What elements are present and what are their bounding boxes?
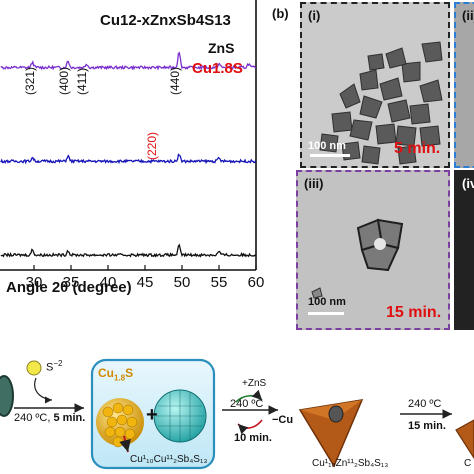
peak-label-red: (220) — [145, 132, 159, 160]
box-cu18s-label: Cu1.8S — [98, 366, 134, 383]
peak-label: (400) — [57, 67, 71, 95]
tetrahedron-product-icon — [298, 399, 364, 468]
reaction-vessel-icon — [0, 375, 14, 417]
step2-time: 10 min. — [234, 432, 272, 444]
tem-image-ii: (ii) — [454, 2, 474, 168]
tem-label-iv: (iv) — [462, 176, 474, 191]
nanoparticle-trimer — [298, 172, 448, 328]
peak-label: (411) — [75, 68, 89, 95]
final-product-cut-label: C — [464, 458, 472, 469]
sulfide-ion-icon — [26, 360, 42, 376]
time-label-i: 5 min. — [394, 140, 441, 157]
panel-b-label: (b) — [272, 6, 289, 21]
final-product-icon — [455, 419, 474, 460]
peak-label: (321) — [23, 67, 37, 95]
x-tick-label: 35 — [63, 274, 80, 291]
product2-formula: Cu¹₁₀Zn¹¹₂Sb₄S₁₃ — [312, 458, 389, 469]
step3-temp: 240 ºC — [408, 398, 442, 410]
step3-time: 15 min. — [408, 420, 446, 432]
scale-bar-iii — [308, 312, 344, 315]
tem-image-iii: (iii) 100 nm 15 min. — [296, 170, 450, 330]
x-tick-label: 50 — [174, 274, 191, 291]
scale-bar-i — [310, 154, 350, 157]
nanoparticle-cluster — [302, 4, 448, 166]
scale-text-i: 100 nm — [308, 140, 346, 152]
step2-temp: 240 ºC — [230, 398, 264, 410]
x-tick-label: 60 — [248, 274, 265, 291]
tem-label-iii: (iii) — [304, 176, 324, 191]
plus-sign: + — [146, 404, 158, 426]
reaction-scheme — [0, 358, 474, 470]
x-tick-label: 45 — [137, 274, 154, 291]
tem-label-i: (i) — [308, 8, 321, 23]
xrd-chart: (321) (400) (411) (440) (220) 30 35 40 45 50 55 60 — [0, 0, 265, 291]
sulfide-label: S−2 — [46, 359, 63, 374]
tem-image-i: (i) 100 nm 5 min. — [300, 2, 450, 168]
xrd-series-line-2 — [0, 153, 257, 165]
legend-phase-label: Cu12-xZnxSb4S13 — [100, 12, 231, 29]
step1-conditions: 240 ºC, 5 min. — [14, 412, 86, 424]
x-tick-label: 30 — [26, 274, 43, 291]
x-tick-label: 55 — [211, 274, 228, 291]
step2-top-label: +ZnS — [242, 378, 267, 389]
product1-formula: Cu¹₁₀Cu¹¹₂Sb₄S₁₃ — [130, 454, 208, 465]
legend-zns-label: ZnS — [208, 40, 235, 56]
step2-bottom-label: −Cu — [272, 414, 294, 426]
legend-cu18s-label: Cu1.8S — [192, 60, 243, 77]
xrd-series-line-3 — [0, 243, 256, 258]
x-axis-label: Angle 2θ (degree) — [6, 279, 132, 296]
xrd-series-line-1 — [0, 51, 257, 71]
scale-text-iii: 100 nm — [308, 296, 346, 308]
tem-label-ii: (ii) — [462, 8, 474, 23]
cu18s-nanoparticle-icon — [96, 398, 144, 453]
tetrahedrite-nanoparticle-icon — [153, 389, 207, 443]
x-tick-label: 40 — [100, 274, 117, 291]
tem-image-iv: (iv) — [454, 170, 474, 330]
time-label-iii: 15 min. — [386, 304, 442, 321]
peak-label: (440) — [168, 67, 182, 95]
